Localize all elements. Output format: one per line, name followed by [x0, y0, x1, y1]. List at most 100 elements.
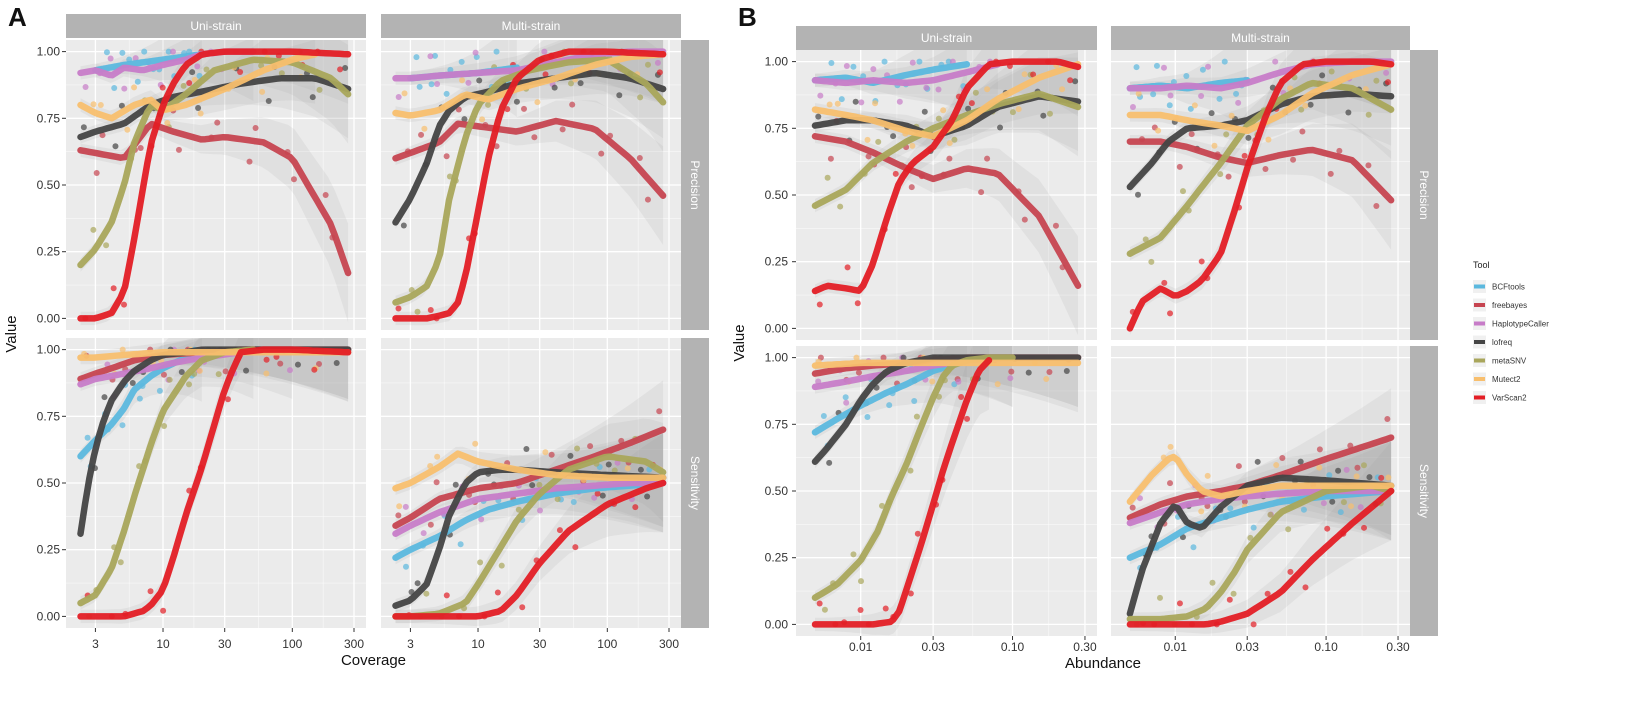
data-point-haplotypecaller: [402, 503, 409, 510]
data-point-metasnv: [1298, 106, 1305, 113]
series-line-lofreq: [1126, 474, 1395, 617]
data-point-bcftools: [1150, 91, 1157, 98]
data-point-freebayes: [587, 443, 594, 450]
data-point-varscan2: [857, 606, 864, 613]
data-point-bcftools: [842, 394, 849, 401]
data-point-metasnv: [316, 86, 323, 93]
data-point-metasnv: [1223, 131, 1230, 138]
data-point-lofreq: [852, 98, 859, 105]
data-point-mutect2: [1198, 508, 1205, 515]
data-point-metasnv: [186, 381, 193, 388]
data-point-metasnv: [117, 559, 124, 566]
data-point-haplotypecaller: [923, 84, 930, 91]
strip-row: [681, 338, 709, 628]
data-point-bcftools: [1183, 73, 1190, 80]
data-point-metasnv: [878, 502, 885, 509]
data-point-lofreq: [1319, 72, 1326, 79]
strip-row-label: Precision: [1417, 170, 1431, 219]
data-point-lofreq: [577, 80, 584, 87]
data-point-haplotypecaller: [1160, 64, 1167, 71]
data-point-varscan2: [892, 170, 899, 177]
series-line-metasnv: [1126, 79, 1395, 257]
data-point-lofreq: [342, 64, 349, 71]
data-point-bcftools: [458, 58, 465, 65]
data-point-freebayes: [137, 144, 144, 151]
data-point-lofreq: [1245, 134, 1252, 141]
y-tick-label: 1.00: [765, 55, 789, 69]
data-point-mutect2: [1385, 474, 1392, 481]
chart-b: Uni-strain Multi-strain Precision Sensitivi…: [731, 26, 1438, 672]
x-tick-label: 0.01: [849, 640, 873, 654]
data-point-metasnv: [1340, 499, 1347, 506]
data-point-freebayes: [548, 451, 555, 458]
data-point-lofreq: [1025, 369, 1032, 376]
strip-column: [796, 26, 1097, 50]
data-point-mutect2: [1191, 102, 1198, 109]
data-point-mutect2: [90, 101, 97, 108]
data-point-freebayes: [569, 101, 576, 108]
data-point-haplotypecaller: [1320, 500, 1327, 507]
data-point-metasnv: [180, 82, 187, 89]
data-point-bcftools: [134, 78, 141, 85]
series-line-lofreq: [77, 75, 352, 141]
data-point-varscan2: [1384, 79, 1391, 86]
strip-column: [66, 14, 366, 38]
data-point-haplotypecaller: [654, 59, 661, 66]
data-point-lofreq: [265, 97, 272, 104]
data-point-freebayes: [222, 368, 229, 375]
data-point-haplotypecaller: [395, 93, 402, 100]
data-point-haplotypecaller: [1167, 92, 1174, 99]
data-point-haplotypecaller: [169, 48, 176, 55]
x-tick-label: 0.03: [921, 640, 945, 654]
data-point-bcftools: [457, 541, 464, 548]
data-point-freebayes: [290, 176, 297, 183]
series-line-lofreq: [392, 69, 667, 226]
legend-label-varscan2: VarScan2: [1492, 394, 1527, 403]
data-point-freebayes: [1052, 222, 1059, 229]
data-point-freebayes: [1299, 128, 1306, 135]
y-tick-label: 0.75: [765, 417, 789, 431]
legend-label-metasnv: metaSNV: [1492, 357, 1527, 366]
series-line-freebayes: [1126, 138, 1395, 204]
panel-label-b: B: [738, 2, 757, 32]
data-point-freebayes: [946, 155, 953, 162]
data-point-metasnv: [498, 562, 505, 569]
legend-label-bcftools: BCFtools: [1492, 283, 1525, 292]
data-point-varscan2: [572, 544, 579, 551]
data-point-freebayes: [246, 158, 253, 165]
data-point-mutect2: [1273, 462, 1280, 469]
data-point-mutect2: [197, 110, 204, 117]
data-point-freebayes: [160, 371, 167, 378]
data-point-metasnv: [574, 445, 581, 452]
data-point-bcftools: [881, 58, 888, 65]
data-point-varscan2: [1030, 71, 1037, 78]
series-line-varscan2: [1126, 58, 1395, 332]
data-point-mutect2: [1353, 473, 1360, 480]
data-point-bcftools: [141, 48, 148, 55]
data-point-varscan2: [542, 71, 549, 78]
data-point-bcftools: [1187, 105, 1194, 112]
data-point-haplotypecaller: [1129, 103, 1136, 110]
data-point-varscan2: [237, 68, 244, 75]
data-point-lofreq: [644, 493, 651, 500]
y-tick-label: 0.25: [765, 255, 789, 269]
y-tick-label: 0.25: [37, 543, 61, 557]
series-line-varscan2: [811, 58, 1082, 295]
data-point-freebayes: [1225, 173, 1232, 180]
data-point-freebayes: [978, 189, 985, 196]
series-line-freebayes: [811, 133, 1082, 289]
data-point-lofreq: [333, 359, 340, 366]
y-tick-label: 0.75: [37, 111, 61, 125]
data-point-lofreq: [452, 481, 459, 488]
confidence-band-varscan2: [395, 40, 664, 326]
data-point-freebayes: [252, 125, 259, 132]
data-point-mutect2: [1135, 90, 1142, 97]
data-point-bcftools: [1227, 505, 1234, 512]
data-point-bcftools: [1233, 90, 1240, 97]
data-point-metasnv: [637, 94, 644, 101]
data-point-freebayes: [1188, 131, 1195, 138]
series-line-mutect2: [1126, 453, 1395, 505]
data-point-metasnv: [1046, 110, 1053, 117]
data-point-lofreq: [890, 133, 897, 140]
data-point-metasnv: [1230, 590, 1237, 597]
